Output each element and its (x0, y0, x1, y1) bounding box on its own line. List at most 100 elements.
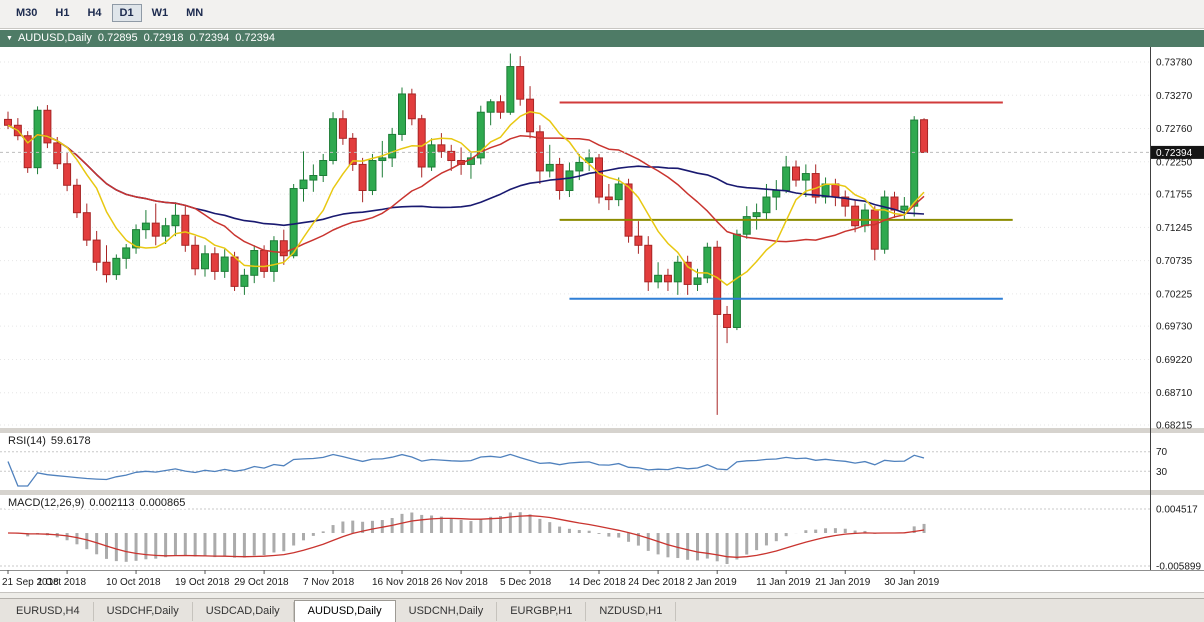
candle-body (624, 183, 633, 237)
tab-eurusd-h4[interactable]: EURUSD,H4 (3, 602, 94, 621)
tab-eurgbp-h1[interactable]: EURGBP,H1 (497, 602, 587, 621)
candle-body (841, 196, 850, 207)
panel-separator[interactable] (0, 428, 1204, 433)
candle-body (260, 250, 269, 272)
macd-axis-label: -0.005899 (1156, 562, 1201, 573)
candle-body (831, 183, 840, 198)
macd-signal-value: 0.000865 (139, 497, 186, 509)
candle-body (191, 244, 200, 270)
candle-body (201, 253, 209, 270)
ohlc-open: 0.72895 (97, 32, 138, 44)
candle-body (447, 150, 456, 161)
candle-body (269, 240, 278, 272)
candle-body (289, 188, 298, 257)
timeframe-button-h1[interactable]: H1 (55, 7, 70, 19)
candle-body (555, 163, 564, 192)
candle-body (279, 240, 288, 257)
candle-body (141, 222, 150, 231)
candle-body (122, 247, 131, 259)
candle-body (752, 212, 761, 218)
date-axis-label: 21 Sep 2018 (2, 577, 59, 588)
candle-body (437, 144, 446, 152)
candle-body (53, 142, 62, 165)
tab-usdchf-daily[interactable]: USDCHF,Daily (94, 602, 193, 621)
candle-body (565, 170, 574, 192)
rsi-panel[interactable] (0, 433, 1204, 490)
candle-body (329, 118, 338, 161)
horizontal-scrollbar[interactable] (0, 592, 1204, 598)
candle-body (634, 235, 643, 246)
date-axis-label: 16 Nov 2018 (372, 577, 429, 588)
macd-name: MACD(12,26,9) (8, 497, 85, 509)
candle-body (417, 118, 426, 168)
current-price-badge (1151, 145, 1204, 159)
candle-body (535, 131, 544, 172)
candle-body (673, 261, 682, 283)
tab-usdcnh-daily[interactable]: USDCNH,Daily (396, 602, 498, 621)
candle-body (82, 212, 91, 241)
candle-body (171, 214, 180, 227)
timeframe-button-w1[interactable]: W1 (151, 7, 169, 19)
candle-body (851, 205, 860, 227)
candle-body (496, 101, 505, 113)
candle-body (210, 253, 219, 272)
price-axis-label: 0.69730 (1156, 322, 1193, 333)
candle-body (102, 261, 111, 276)
candle-body (860, 209, 869, 227)
macd-main-value: 0.002113 (89, 497, 135, 509)
date-axis-label: 14 Dec 2018 (569, 577, 626, 588)
tab-nzdusd-h1[interactable]: NZDUSD,H1 (586, 602, 677, 621)
chart-tab-bar: EURUSD,H4 USDCHF,Daily USDCAD,Daily AUDUSD,… (0, 598, 1204, 622)
panel-separator[interactable] (0, 490, 1204, 495)
timeframe-button-mn[interactable]: MN (186, 7, 204, 19)
candle-body (23, 135, 32, 169)
ohlc-high: 0.72918 (143, 32, 184, 44)
date-axis-label: 7 Nov 2018 (303, 577, 355, 588)
candle-body (4, 118, 12, 126)
candle-body (880, 196, 889, 250)
price-axis-label: 0.70735 (1156, 256, 1193, 267)
candle-body (388, 133, 397, 159)
candle-body (575, 161, 584, 172)
date-axis-label: 11 Jan 2019 (756, 577, 811, 588)
timeframe-button-m30[interactable]: M30 (16, 7, 38, 19)
main-chart-panel[interactable] (0, 47, 1204, 428)
rsi-line[interactable] (7, 453, 925, 487)
candle-body (319, 159, 328, 177)
candle-body (398, 93, 406, 135)
price-axis-label: 0.73270 (1156, 91, 1193, 102)
ohlc-close: 0.72394 (235, 32, 275, 44)
candle-body (782, 166, 791, 192)
date-axis-area (0, 570, 1204, 592)
candle-body (516, 66, 525, 100)
tab-usdcad-daily[interactable]: USDCAD,Daily (193, 602, 294, 621)
candle-body (378, 157, 387, 161)
rsi-value: 59.6178 (50, 435, 91, 447)
ma-fast-line[interactable] (7, 110, 925, 286)
candle-body (811, 173, 820, 198)
candle-body (644, 244, 653, 283)
timeframe-button-d1[interactable]: D1 (111, 4, 142, 22)
macd-panel[interactable] (0, 495, 1204, 570)
candle-body (614, 183, 623, 201)
tab-audusd-daily[interactable]: AUDUSD,Daily (293, 600, 396, 622)
candle-body (112, 257, 121, 276)
candle-body (654, 274, 663, 283)
candle-body (240, 274, 249, 287)
price-axis-label: 0.72250 (1156, 157, 1193, 168)
chart-symbol-label: AUDUSD,Daily (17, 32, 92, 44)
candle-body (762, 196, 771, 214)
candle-body (72, 184, 81, 214)
macd-signal-line[interactable] (7, 515, 925, 558)
collapse-icon[interactable]: ▼ (6, 35, 13, 42)
candle-body (476, 111, 485, 159)
date-axis-label: 2 Jan 2019 (687, 577, 737, 588)
candle-body (348, 137, 357, 165)
timeframe-button-h4[interactable]: H4 (87, 7, 102, 19)
ma-mid-line[interactable] (7, 124, 925, 254)
date-axis-label: 19 Oct 2018 (175, 577, 230, 588)
candle-body (299, 179, 308, 190)
rsi-level-label: 30 (1156, 467, 1168, 478)
